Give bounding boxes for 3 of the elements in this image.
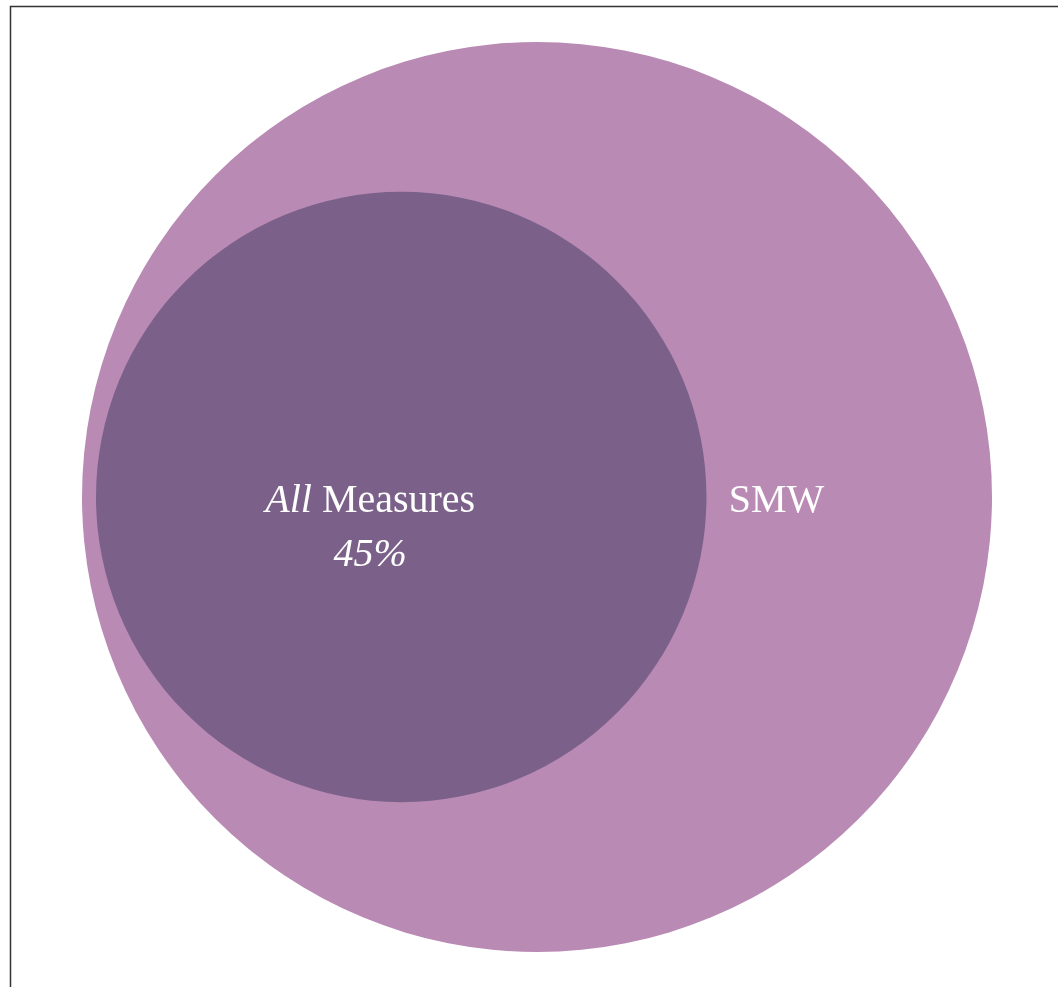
category-label: SMW bbox=[728, 476, 825, 521]
category-label: All Measures bbox=[262, 476, 476, 521]
data-label: 45% bbox=[333, 530, 407, 575]
